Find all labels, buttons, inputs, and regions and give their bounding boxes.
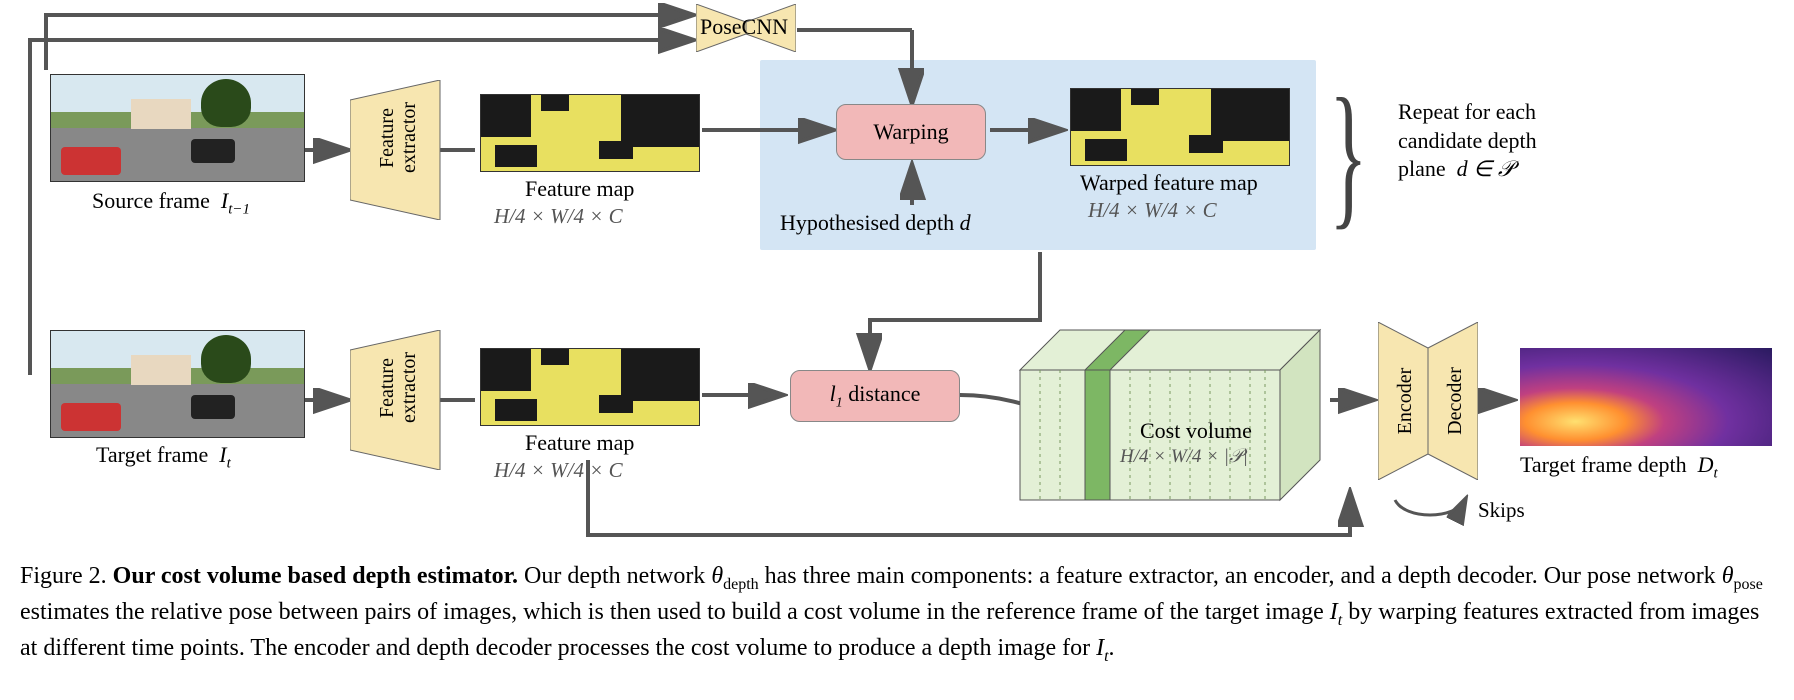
source-frame-image xyxy=(50,74,305,182)
posecnn-label: PoseCNN xyxy=(703,0,791,4)
warped-feature-map xyxy=(1070,88,1290,166)
target-frame-image xyxy=(50,330,305,438)
feature-extractor-bottom-label: Featureextractor xyxy=(376,353,420,423)
feature-map-top-label: Feature map xyxy=(525,176,634,202)
feature-map-bottom-label: Feature map xyxy=(525,430,634,456)
warped-fm-dims: H/4 × W/4 × C xyxy=(1088,198,1217,223)
decoder-label: Decoder xyxy=(1444,366,1466,436)
feature-extractor-top-label: Featureextractor xyxy=(376,103,420,173)
hypo-depth-label: Hypothesised depth d xyxy=(780,210,971,236)
architecture-diagram: Source frame It−1 Target frame It Featur… xyxy=(0,0,1794,560)
source-frame-label: Source frame It−1 xyxy=(92,188,250,218)
target-frame-label: Target frame It xyxy=(96,442,231,472)
cost-volume-label: Cost volume xyxy=(1140,418,1252,444)
feature-map-bottom xyxy=(480,348,700,426)
skips-label: Skips xyxy=(1478,498,1525,523)
encoder-label: Encoder xyxy=(1394,366,1416,436)
repeat-note: Repeat for eachcandidate depthplane d ∈ … xyxy=(1398,98,1658,184)
feature-map-bottom-dims: H/4 × W/4 × C xyxy=(494,458,623,483)
depth-output-image xyxy=(1520,348,1772,446)
warping-block: Warping xyxy=(836,104,986,160)
posecnn-text: PoseCNN xyxy=(700,14,788,40)
depth-output-label: Target frame depth Dt xyxy=(1520,452,1718,482)
warped-fm-label: Warped feature map xyxy=(1080,170,1258,196)
l1-distance-block: l1 distance xyxy=(790,370,960,422)
cost-volume-dims: H/4 × W/4 × |𝒫| xyxy=(1120,446,1248,468)
feature-map-top xyxy=(480,94,700,172)
figure-caption: Figure 2. Our cost volume based depth es… xyxy=(20,560,1774,669)
brace-icon: } xyxy=(1329,84,1367,224)
feature-map-top-dims: H/4 × W/4 × C xyxy=(494,204,623,229)
